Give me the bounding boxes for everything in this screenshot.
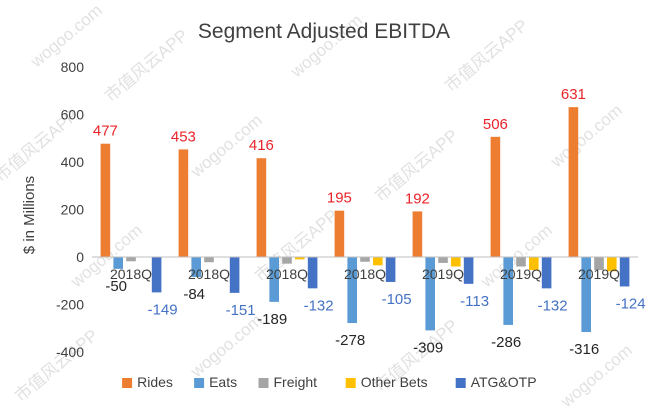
data-label-eats: -189 [257,311,287,328]
bar-other-bets [295,257,305,260]
bar-eats [113,257,123,269]
x-tick-label: 2019Q [422,266,464,282]
data-label-rides: 195 [327,190,352,207]
bar-rides [568,107,579,257]
bar-atg-otp [151,257,162,293]
bar-eats [581,257,591,333]
legend-swatch [345,378,356,388]
bar-eats [425,257,435,331]
y-axis-label: $ in Millions [21,176,38,254]
bar-freight [438,257,448,263]
bar-other-bets [451,257,461,267]
bar-other-bets [529,257,539,271]
x-tick-label: 2018Q [344,266,386,282]
x-tick-label: 2018Q [110,266,152,282]
data-label-eats: -316 [569,341,599,358]
bar-freight [516,257,526,267]
bar-rides [256,158,267,257]
data-label-atg-otp: -132 [538,297,568,314]
chart-title: Segment Adjusted EBITDA [198,20,450,43]
legend-swatch [194,378,205,388]
bar-other-bets [373,257,383,266]
data-label-rides: 416 [249,137,274,154]
bar-eats [503,257,513,325]
bars [100,107,630,333]
data-label-rides: 453 [171,128,196,145]
legend: Rides Eats Freight Other Bets ATG&OTP [122,374,537,390]
bar-eats [269,257,279,302]
legend-label: ATG&OTP [471,374,537,390]
bar-rides [100,143,111,257]
y-tick-label: -400 [56,344,84,360]
y-tick-label: 200 [61,202,85,218]
x-tick-label: 2018Q [266,266,308,282]
bar-atg-otp [229,257,240,293]
watermark-text: 市值风云APP [441,16,531,96]
legend-label: Other Bets [361,374,428,390]
data-label-atg-otp: -113 [460,293,489,310]
bar-atg-otp [463,257,474,284]
bar-freight [360,257,370,262]
x-tick-label: 2019Q [500,266,542,282]
bar-rides [334,210,345,257]
legend-swatch [455,378,466,388]
bar-other-bets [607,257,617,272]
data-label-rides: 477 [93,123,118,140]
watermark-text: 市值风云APP [11,326,101,406]
legend-label: Eats [209,374,237,390]
y-tick-label: 800 [61,59,85,75]
watermark-text: 市值风云APP [101,26,191,106]
bar-rides [178,149,189,257]
y-tick-label: 400 [61,154,85,170]
data-label-eats: -50 [105,278,127,295]
data-label-atg-otp: -105 [382,291,412,308]
data-label-atg-otp: -132 [304,297,334,314]
watermark-text: wogoo.com [546,101,626,172]
data-label-rides: 506 [483,116,508,133]
bar-eats [191,257,201,277]
data-label-atg-otp: -149 [148,301,178,318]
bar-eats [347,257,357,324]
y-tick-label: -200 [56,297,84,313]
bar-atg-otp [541,257,552,289]
data-label-rides: 631 [561,86,586,103]
bar-freight [594,257,604,271]
data-labels: 477 453 416 195 192 506 631 -50 -84 -189 -278 -309 -… [93,86,646,358]
data-label-atg-otp: -151 [226,302,256,319]
y-tick-label: 600 [61,107,85,123]
legend-label: Rides [137,374,173,390]
watermark-text: wogoo.com [186,311,266,382]
data-label-eats: -84 [183,286,205,303]
x-axis-ticks: 2018Q 2018Q 2018Q 2018Q 2019Q 2019Q 2019Q [110,266,620,282]
data-label-eats: -309 [413,339,443,356]
legend-swatch [258,378,269,388]
bar-atg-otp [619,257,630,287]
x-tick-label: 2019Q [578,266,620,282]
bar-atg-otp [307,257,318,289]
bar-rides [412,211,423,257]
bar-atg-otp [385,257,396,282]
data-label-eats: -278 [335,332,365,349]
bar-freight [126,257,136,262]
y-axis-ticks: -400 -200 0 200 400 600 800 [56,59,84,360]
data-label-rides: 192 [405,190,430,207]
bar-freight [204,257,214,263]
legend-swatch [122,378,133,388]
bar-freight [282,257,292,264]
x-tick-label: 2018Q [188,266,230,282]
data-label-eats: -286 [491,334,521,351]
y-tick-label: 0 [76,249,84,265]
bar-rides [490,136,501,257]
data-label-atg-otp: -124 [616,295,646,312]
legend-label: Freight [274,374,318,390]
